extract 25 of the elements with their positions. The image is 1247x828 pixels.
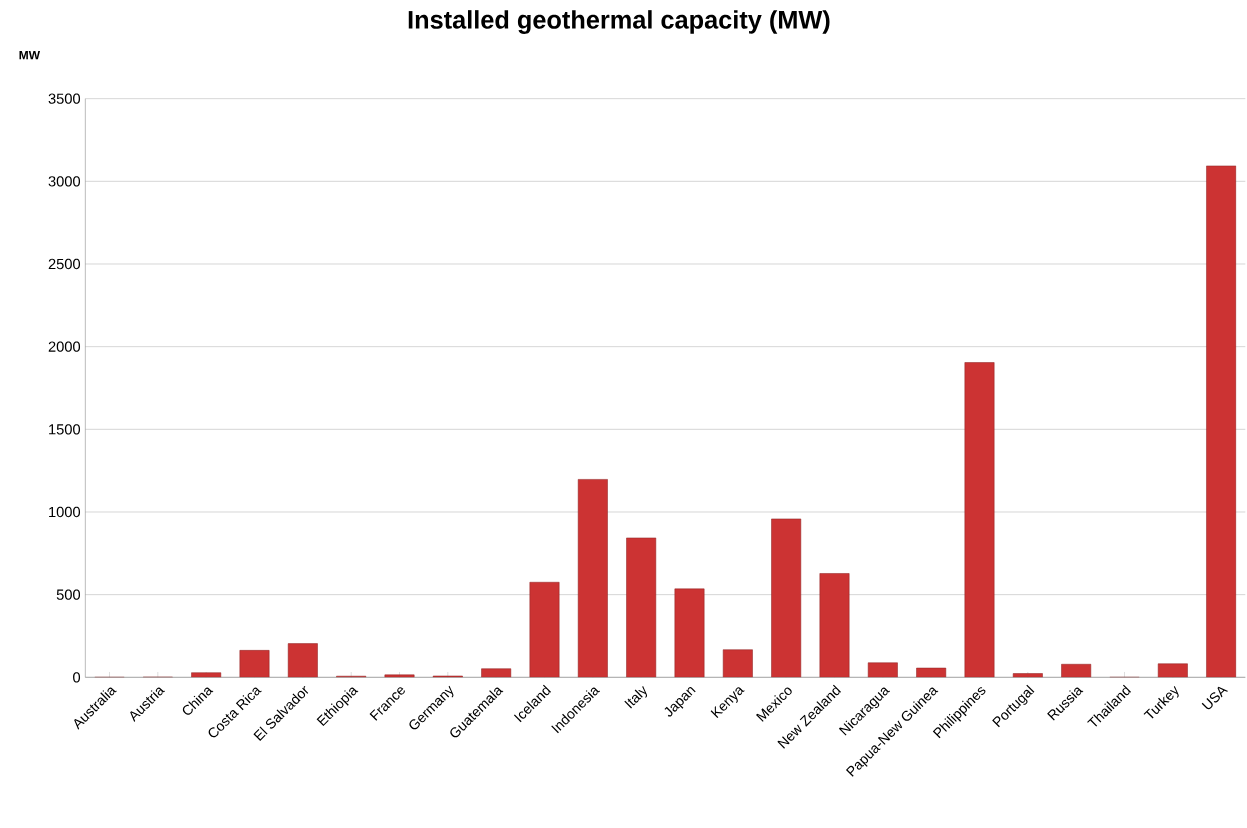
bar (722, 649, 753, 678)
bar (626, 537, 657, 678)
bar (819, 573, 850, 678)
bar (771, 518, 802, 678)
bar (287, 643, 318, 678)
y-tick-label: 1500 (49, 424, 81, 435)
y-tick-label: 0 (73, 672, 81, 683)
bar (1206, 165, 1237, 678)
bar (674, 588, 705, 678)
y-tick-label: 3500 (48, 93, 81, 104)
x-tick-label: USA (1201, 686, 1229, 710)
chart-title: Installed geothermal capacity (MW) (408, 10, 830, 34)
bar (529, 581, 560, 678)
x-tick-label: Italy (624, 685, 648, 709)
y-axis-title: MW (19, 50, 41, 60)
y-tick-label: 500 (56, 589, 81, 600)
bar (867, 662, 898, 678)
bar (577, 479, 608, 678)
y-tick-label: 1000 (49, 506, 81, 518)
y-tick-label: 2000 (48, 341, 81, 352)
y-tick-label: 2500 (48, 258, 81, 270)
bar (239, 650, 270, 678)
bar (964, 362, 995, 678)
y-tick-label: 3000 (48, 176, 81, 187)
bar (1158, 663, 1188, 678)
